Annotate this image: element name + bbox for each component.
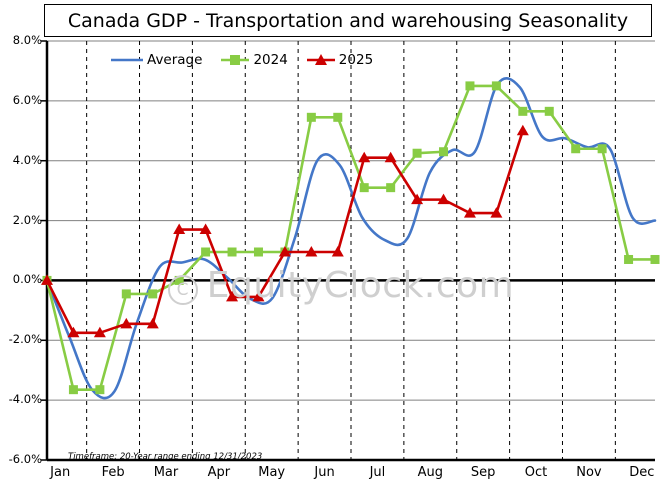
data-point-marker-square <box>227 247 237 257</box>
y-axis-tick-label: 4.0% <box>12 152 42 167</box>
data-point-marker-square <box>201 247 211 257</box>
y-axis-tick-label: -2.0% <box>8 332 42 347</box>
x-axis-tick-label: Apr <box>207 465 231 480</box>
legend-triangle-icon <box>306 54 335 65</box>
chart-legend: Average 2024 2025 <box>110 52 391 68</box>
data-point-marker-square <box>359 183 369 193</box>
data-point-marker-square <box>544 106 554 116</box>
legend-item-2024[interactable]: 2024 <box>220 52 288 68</box>
x-axis-tick-label: May <box>258 465 286 480</box>
chart-title-box: Canada GDP - Transportation and warehous… <box>44 4 652 37</box>
data-point-marker-triangle <box>146 317 159 329</box>
data-point-marker-triangle <box>252 290 265 302</box>
data-point-marker-square <box>624 254 634 264</box>
data-point-marker-triangle <box>437 193 450 205</box>
data-point-marker-triangle <box>516 124 529 136</box>
data-point-marker-square <box>174 275 184 285</box>
series-line-average <box>45 77 657 400</box>
x-axis-tick-label: Mar <box>153 465 179 480</box>
x-axis-tick-label: Feb <box>101 465 125 480</box>
data-point-marker-square <box>518 106 528 116</box>
data-point-marker-square <box>491 81 501 91</box>
data-point-marker-triangle <box>93 326 106 338</box>
y-axis-tick-label: -4.0% <box>8 392 42 407</box>
x-axis-tick-label: Jan <box>50 465 71 480</box>
legend-line-icon <box>111 58 143 62</box>
data-point-marker-triangle <box>173 223 186 235</box>
chart-footnote: Timeframe: 20-Year range ending 12/31/20… <box>68 452 263 462</box>
data-point-marker-triangle <box>490 207 503 218</box>
y-axis-tick-label: 0.0% <box>12 272 42 287</box>
legend-square-icon <box>221 55 250 65</box>
y-axis-tick-label: -6.0% <box>8 452 42 466</box>
y-axis-tick-label: 8.0% <box>12 33 42 47</box>
x-axis-tick-label: Jun <box>314 465 335 480</box>
data-point-marker-triangle <box>384 151 397 163</box>
data-point-marker-square <box>439 147 449 157</box>
data-point-marker-square <box>68 385 78 395</box>
data-point-marker-triangle <box>67 326 80 338</box>
legend-item-2025[interactable]: 2025 <box>306 52 373 68</box>
x-axis-tick-label: Dec <box>629 465 655 480</box>
x-axis-tick-label: Aug <box>417 465 443 480</box>
data-point-marker-triangle <box>463 207 476 218</box>
y-axis-tick-label: 2.0% <box>12 212 42 227</box>
data-point-marker-triangle <box>358 151 371 163</box>
legend-label-average: Average <box>147 52 203 68</box>
data-point-marker-square <box>386 183 396 193</box>
data-point-marker-square <box>650 254 660 264</box>
data-point-marker-triangle <box>199 223 212 235</box>
data-point-marker-square <box>121 289 131 299</box>
data-point-marker-square <box>148 289 158 299</box>
data-point-marker-square <box>571 144 581 154</box>
data-point-marker-square <box>253 247 263 257</box>
x-axis-tick-label: Nov <box>576 465 602 480</box>
data-point-marker-square <box>412 148 422 158</box>
legend-label-2024: 2024 <box>253 52 288 68</box>
data-point-marker-triangle <box>226 290 239 302</box>
data-point-marker-square <box>597 144 607 154</box>
data-point-marker-triangle <box>41 274 53 285</box>
page-title: Canada GDP - Transportation and warehous… <box>67 9 629 32</box>
data-point-marker-square <box>95 385 105 395</box>
data-point-marker-triangle <box>278 245 291 257</box>
legend-label-2025: 2025 <box>338 52 374 68</box>
data-point-marker-triangle <box>120 317 133 329</box>
x-axis-tick-label: Sep <box>470 465 496 480</box>
data-point-marker-square <box>306 112 316 122</box>
data-point-marker-square <box>465 81 475 91</box>
data-point-marker-square <box>333 112 343 122</box>
data-point-marker-triangle <box>411 193 424 205</box>
x-axis-tick-label: Jul <box>369 465 386 480</box>
legend-item-average[interactable]: Average <box>110 52 202 68</box>
y-axis-tick-label: 6.0% <box>12 92 42 107</box>
x-axis-tick-label: Oct <box>524 465 548 480</box>
data-point-marker-triangle <box>331 245 344 257</box>
data-point-marker-triangle <box>305 245 318 257</box>
